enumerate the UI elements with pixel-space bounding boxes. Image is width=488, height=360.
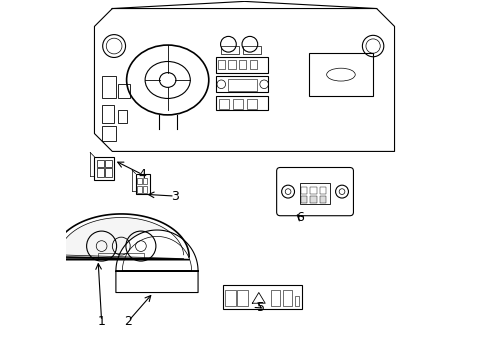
Bar (216, 96, 267, 111)
Bar (102, 126, 116, 141)
Polygon shape (94, 9, 394, 152)
Bar (294, 296, 298, 306)
Bar (319, 196, 325, 203)
Text: 1: 1 (98, 315, 105, 328)
Bar (97, 159, 103, 167)
Polygon shape (116, 230, 198, 293)
Bar (319, 187, 325, 194)
Text: 3: 3 (170, 190, 179, 203)
Text: 6: 6 (295, 211, 303, 224)
Bar (102, 76, 116, 98)
Bar (237, 290, 247, 306)
Bar (228, 60, 235, 69)
Bar (94, 157, 114, 180)
Polygon shape (59, 217, 183, 258)
Bar (228, 79, 257, 91)
Bar (271, 290, 280, 306)
Text: 4: 4 (139, 168, 146, 181)
Bar (309, 187, 316, 194)
Bar (137, 186, 142, 193)
Bar (249, 60, 257, 69)
Bar (299, 183, 329, 204)
Bar (239, 60, 246, 69)
Bar (137, 178, 142, 184)
Bar (242, 46, 260, 54)
Bar (98, 252, 144, 259)
Bar (118, 84, 130, 98)
Bar (105, 168, 111, 177)
Bar (102, 105, 114, 123)
Bar (142, 178, 147, 184)
Bar (309, 196, 316, 203)
Bar (223, 285, 301, 309)
Bar (221, 46, 239, 54)
Text: 5: 5 (256, 301, 264, 314)
Bar (135, 174, 149, 194)
FancyBboxPatch shape (276, 167, 353, 216)
Polygon shape (53, 214, 189, 260)
Bar (105, 159, 111, 167)
Bar (216, 57, 267, 73)
Bar (216, 76, 267, 93)
Bar (97, 168, 103, 177)
Bar (308, 53, 372, 96)
Text: 2: 2 (124, 315, 132, 328)
Bar (217, 60, 224, 69)
Bar (218, 99, 228, 109)
Bar (118, 111, 126, 123)
Bar (224, 290, 235, 306)
Bar (300, 187, 307, 194)
Bar (247, 99, 257, 109)
Bar (300, 196, 307, 203)
Bar (283, 290, 291, 306)
Bar (142, 186, 147, 193)
Bar (233, 99, 243, 109)
